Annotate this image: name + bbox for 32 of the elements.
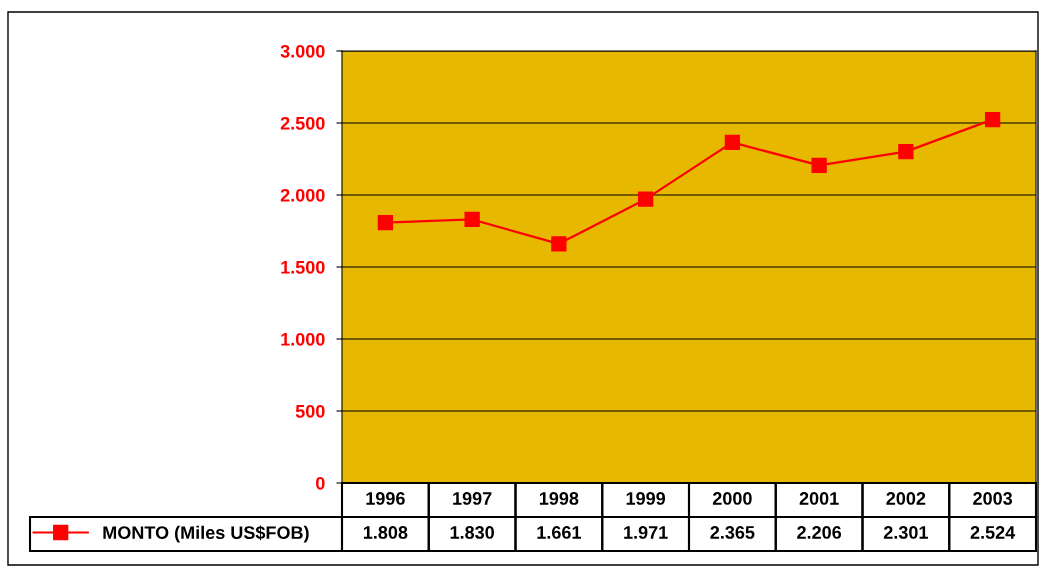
data-label: 2.524 [970, 526, 1016, 539]
point [724, 134, 741, 151]
x-tick-label: 2001 [799, 492, 839, 505]
point [551, 236, 567, 252]
x-tick-label: 1998 [539, 492, 579, 505]
point [377, 215, 394, 231]
x-tick-label: 1996 [366, 492, 405, 505]
y-tick-label: 2.500 [280, 116, 325, 130]
y-tick-label: 1.500 [281, 260, 325, 274]
x-tick-label: 1999 [626, 492, 666, 505]
x-tick-label: 2002 [886, 492, 926, 505]
point [984, 111, 1001, 128]
data-label: 2.301 [883, 526, 928, 539]
data-label: 1.971 [624, 526, 668, 539]
data-label: 1.808 [363, 526, 408, 539]
y-tick-label: 0 [316, 476, 325, 490]
data-label: 2.206 [797, 526, 842, 539]
data-label: 2.365 [710, 526, 755, 539]
point [811, 157, 827, 173]
y-tick-label: 2.000 [280, 188, 325, 202]
y-tick-label: 500 [295, 404, 325, 418]
x-tick-label: 1997 [453, 492, 492, 505]
point [637, 191, 654, 207]
x-tick-label: 2000 [712, 492, 752, 505]
point [898, 144, 914, 160]
data-label: 1.661 [537, 526, 581, 539]
x-tick-label: 2003 [973, 492, 1013, 505]
point [464, 211, 480, 228]
data-label: 1.830 [450, 526, 494, 539]
y-tick-label: 3.000 [280, 44, 325, 58]
y-tick-label: 1.000 [281, 332, 325, 346]
legend-label: MONTO (Miles US$FOB) [103, 525, 309, 543]
